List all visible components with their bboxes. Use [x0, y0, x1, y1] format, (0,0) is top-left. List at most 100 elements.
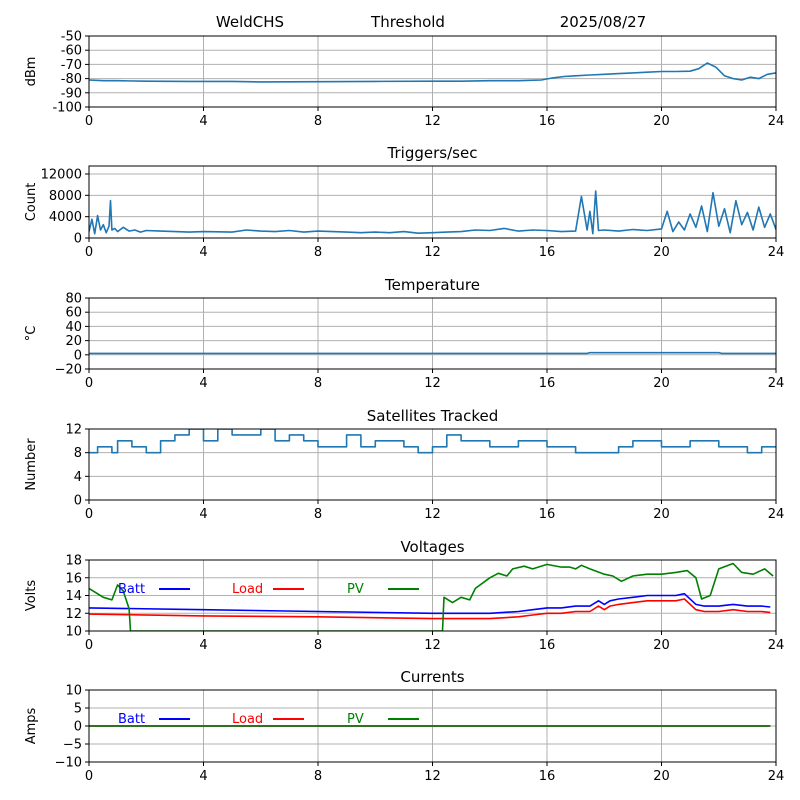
y-tick-label: 4	[74, 470, 82, 485]
x-tick-label: 12	[424, 769, 441, 784]
x-tick-label: 4	[199, 376, 207, 391]
x-tick-label: 20	[653, 769, 670, 784]
y-tick-label: 0	[74, 494, 82, 509]
y-axis-label: Volts	[24, 580, 39, 612]
legend-label-load: Load	[232, 582, 263, 597]
header-date: 2025/08/27	[560, 13, 646, 31]
y-tick-label: 10	[65, 625, 82, 640]
panel-currents: 0 4 8 12 16 20 24 10 5 0 −5 −10 Amps Currents Batt Load…	[24, 668, 784, 784]
x-tick-label: 24	[768, 769, 785, 784]
panel-title: Voltages	[400, 538, 464, 556]
x-tick-label: 20	[653, 114, 670, 129]
x-tick-label: 20	[653, 507, 670, 522]
x-tick-label: 0	[85, 376, 93, 391]
x-tick-label: 24	[768, 245, 785, 260]
x-tick-label: 16	[539, 769, 556, 784]
station-name: WeldCHS	[216, 13, 284, 31]
y-axis-label: Amps	[24, 707, 39, 744]
x-tick-label: 12	[424, 638, 441, 653]
panel-title: Triggers/sec	[387, 144, 478, 162]
y-tick-label: 0	[74, 348, 82, 363]
panel-title: Satellites Tracked	[367, 407, 498, 425]
x-tick-label: 8	[314, 507, 322, 522]
series-line-load	[89, 598, 771, 620]
x-tick-label: 8	[314, 376, 322, 391]
legend-label-load: Load	[232, 712, 263, 727]
x-tick-label: 8	[314, 245, 322, 260]
x-tick-label: 24	[768, 638, 785, 653]
series-line-threshold	[89, 62, 776, 83]
series-line-temperature	[89, 351, 776, 355]
legend-label-batt: Batt	[118, 712, 145, 727]
y-tick-label: -70	[61, 58, 82, 73]
x-tick-label: 16	[539, 376, 556, 391]
y-axis-label: dBm	[24, 57, 39, 87]
x-tick-label: 4	[199, 114, 207, 129]
y-tick-label: −20	[55, 363, 82, 378]
header: WeldCHS Threshold 2025/08/27	[216, 13, 646, 31]
x-tick-label: 0	[85, 114, 93, 129]
series-line-triggers	[89, 190, 776, 235]
x-tick-label: 16	[539, 638, 556, 653]
y-tick-label: 14	[65, 589, 82, 604]
header-label: Threshold	[370, 13, 445, 31]
x-tick-label: 12	[424, 114, 441, 129]
x-tick-label: 0	[85, 638, 93, 653]
panel-threshold: 0 4 8 12 16 20 24 -50-60-70-80-90-100 dBm	[24, 30, 784, 130]
x-tick-label: 20	[653, 638, 670, 653]
x-tick-label: 16	[539, 114, 556, 129]
x-tick-label: 16	[539, 245, 556, 260]
x-tick-label: 8	[314, 114, 322, 129]
x-tick-label: 4	[199, 245, 207, 260]
x-tick-label: 12	[424, 507, 441, 522]
y-tick-label: 0	[74, 232, 82, 247]
x-tick-label: 0	[85, 507, 93, 522]
x-tick-label: 20	[653, 376, 670, 391]
y-tick-label: -80	[61, 72, 82, 87]
panel-title: Temperature	[384, 276, 480, 294]
x-tick-label: 0	[85, 769, 93, 784]
y-axis-label: Count	[24, 183, 39, 222]
x-tick-label: 16	[539, 507, 556, 522]
x-tick-label: 24	[768, 114, 785, 129]
y-tick-label: -100	[52, 101, 82, 116]
x-tick-label: 8	[314, 638, 322, 653]
y-tick-label: 16	[65, 571, 82, 586]
legend-label-batt: Batt	[118, 582, 145, 597]
y-tick-label: 8000	[49, 189, 82, 204]
y-tick-label: −5	[63, 738, 82, 753]
y-axis-label: Number	[24, 438, 39, 491]
x-tick-label: 24	[768, 507, 785, 522]
series-line-pv	[89, 562, 774, 631]
legend-label-pv: PV	[347, 712, 364, 727]
series-line-batt	[89, 592, 771, 615]
x-tick-label: 12	[424, 376, 441, 391]
x-tick-label: 4	[199, 638, 207, 653]
y-tick-label: 12	[65, 423, 82, 438]
legend-label-pv: PV	[347, 582, 364, 597]
panel-satellites: 0 4 8 12 16 20 24 12 8 4 0 Number Satellites Tracked	[24, 407, 784, 522]
x-tick-label: 20	[653, 245, 670, 260]
y-tick-label: 80	[65, 292, 82, 307]
panel-voltages: 0 4 8 12 16 20 24 18 16 14 12 10 Volts Voltages Batt Lo…	[24, 538, 784, 653]
x-tick-label: 4	[199, 769, 207, 784]
x-tick-label: 4	[199, 507, 207, 522]
series-line-satellites	[89, 429, 776, 454]
y-tick-label: -50	[61, 30, 82, 45]
y-tick-label: -60	[61, 44, 82, 59]
y-tick-label: 12000	[41, 168, 82, 183]
x-tick-label: 0	[85, 245, 93, 260]
y-tick-label: 5	[74, 702, 82, 717]
y-tick-label: −10	[55, 756, 82, 771]
y-tick-label: 10	[65, 684, 82, 699]
y-tick-label: 40	[65, 320, 82, 335]
y-tick-label: -90	[61, 86, 82, 101]
y-tick-label: 8	[74, 446, 82, 461]
x-tick-label: 8	[314, 769, 322, 784]
panels: 0 4 8 12 16 20 24 -50-60-70-80-90-100 dBm 0 4 8 12 16…	[24, 30, 784, 785]
y-tick-label: 60	[65, 306, 82, 321]
y-tick-label: 4000	[49, 210, 82, 225]
y-tick-label: 20	[65, 334, 82, 349]
y-tick-label: 12	[65, 607, 82, 622]
